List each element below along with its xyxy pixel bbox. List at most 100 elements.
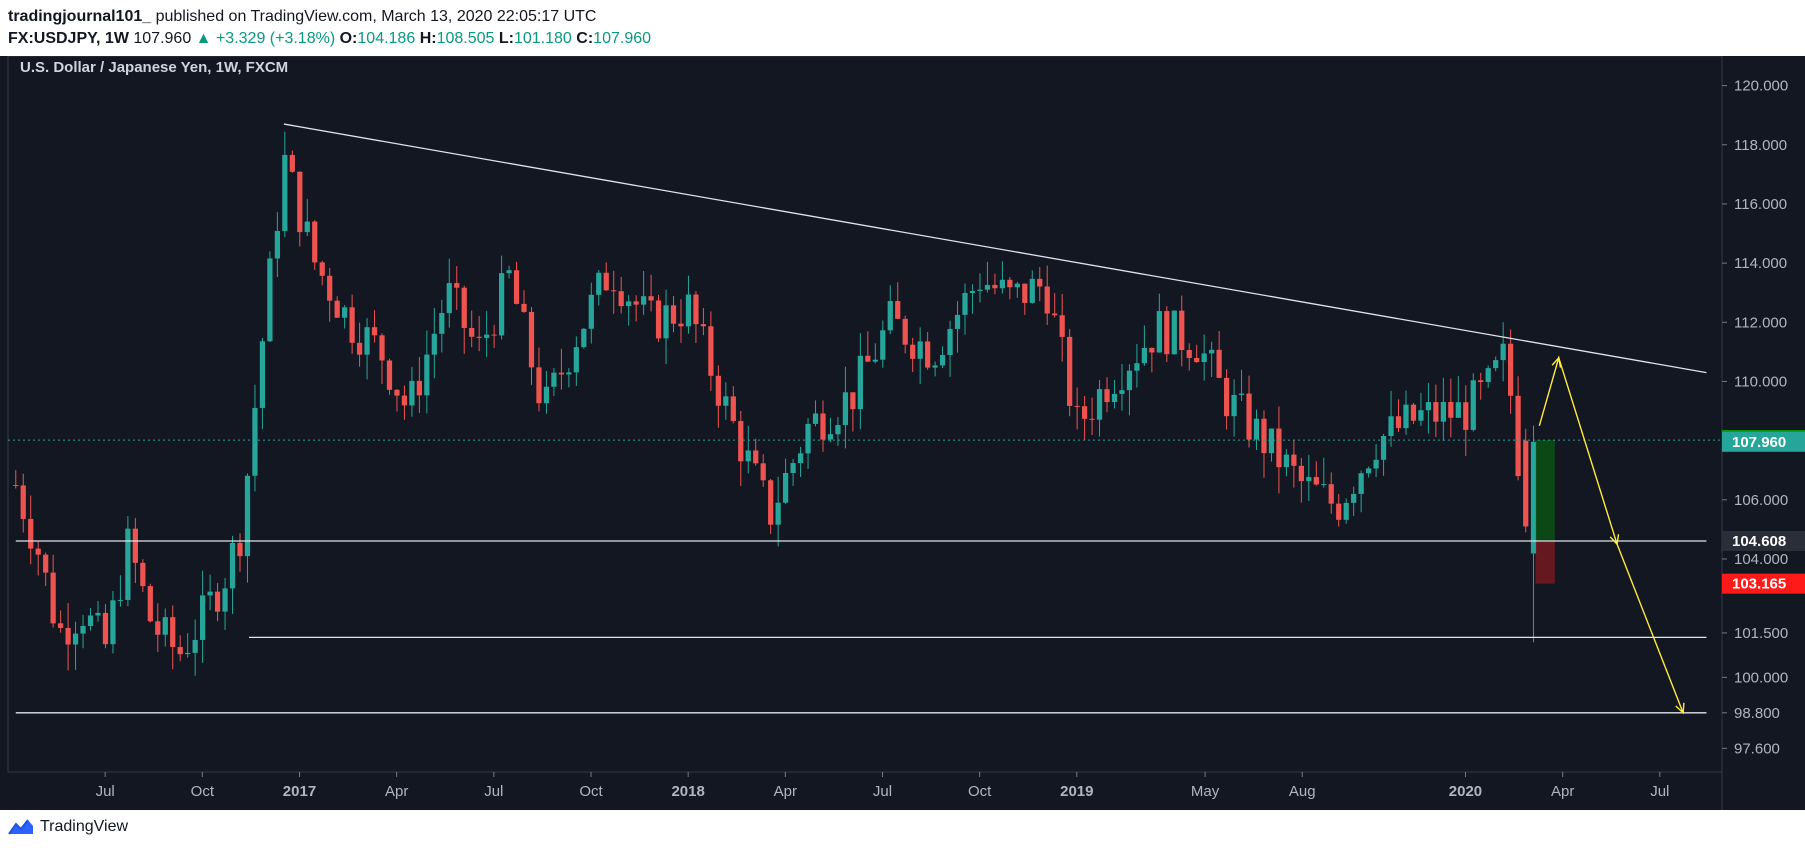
y-tick-label: 110.000 — [1734, 373, 1787, 390]
candle-body — [805, 423, 811, 454]
candle-body — [1515, 395, 1521, 477]
candle-body — [1223, 377, 1230, 417]
candle-body — [596, 272, 602, 295]
candle-body — [1074, 405, 1080, 407]
x-tick-label: 2019 — [1060, 783, 1093, 800]
trendline[interactable] — [283, 123, 1707, 374]
candle-body — [394, 389, 400, 396]
candle-body — [356, 342, 363, 355]
candle-body — [454, 283, 460, 288]
candle-body — [513, 270, 520, 304]
candle-body — [1508, 343, 1514, 396]
x-tick-label: 2017 — [283, 783, 316, 800]
candle-body — [1007, 279, 1013, 288]
candle-body — [364, 327, 370, 355]
candle-body — [1246, 393, 1252, 440]
candle-body — [984, 284, 991, 290]
projection-path[interactable] — [1538, 355, 1684, 714]
candle-body — [835, 425, 841, 435]
candle-body — [200, 595, 206, 640]
candle-body — [1111, 393, 1118, 403]
candle-body — [566, 372, 572, 375]
candle-body — [1216, 349, 1222, 378]
candle-body — [177, 647, 183, 655]
x-tick-label: Oct — [191, 783, 215, 800]
candle-body — [1433, 402, 1439, 422]
y-tick-label: 100.000 — [1734, 669, 1788, 686]
candle-body — [446, 283, 452, 314]
candle-body — [812, 413, 819, 424]
candle-body — [947, 328, 953, 356]
candle-body — [775, 502, 781, 525]
candle-body — [1253, 418, 1260, 440]
candle-body — [1463, 402, 1469, 430]
y-tick-label: 97.600 — [1734, 740, 1780, 757]
candle-body — [588, 294, 594, 329]
candle-body — [282, 154, 288, 231]
candle-body — [13, 485, 19, 487]
footer: TradingView — [8, 818, 128, 836]
candle-body — [439, 313, 445, 334]
candle-body — [1052, 313, 1058, 316]
candle-body — [1104, 389, 1110, 403]
candle-body — [700, 324, 707, 327]
author-name[interactable]: tradingjournal101_ — [8, 8, 152, 25]
candle-body — [289, 154, 295, 172]
x-tick-label: Jul — [873, 783, 892, 800]
candle-body — [1343, 502, 1349, 520]
x-tick-label: Jul — [1650, 783, 1669, 800]
candle-body — [655, 300, 662, 339]
candle-body — [1081, 406, 1088, 419]
time-axis[interactable]: Jul Oct 2017 Apr Jul Oct 2018 Apr Jul Oct 2019 May A… — [96, 772, 1670, 800]
candle-body — [1201, 353, 1207, 363]
candle-body — [1313, 477, 1319, 485]
tradingview-logo-icon[interactable] — [8, 818, 34, 836]
price-label: 104.608 — [1732, 533, 1786, 550]
price-label: 103.165 — [1732, 576, 1786, 593]
candle-body — [1261, 418, 1267, 454]
candle-body — [506, 270, 512, 274]
candles — [13, 131, 1537, 676]
candle-body — [670, 305, 677, 324]
candle-body — [1336, 503, 1342, 520]
x-tick-label: Aug — [1289, 783, 1316, 800]
candle-body — [730, 396, 736, 422]
candle-body — [1067, 336, 1073, 406]
candle-body — [1149, 347, 1155, 353]
candle-body — [1276, 428, 1282, 468]
x-tick-label: May — [1191, 783, 1220, 800]
candle-body — [1283, 454, 1290, 468]
x-tick-label: Oct — [968, 783, 992, 800]
price-label-box — [1722, 530, 1805, 551]
ohlc-line: FX:USDJPY, 1W 107.960 ▲ +3.329 (+3.18%) … — [8, 28, 651, 50]
candle-body — [1171, 310, 1177, 355]
candle-body — [1425, 402, 1432, 411]
tradingview-brand[interactable]: TradingView — [40, 818, 129, 835]
candle-body — [334, 300, 340, 318]
candle-body — [1523, 440, 1529, 527]
candle-body — [1485, 368, 1491, 383]
candle-body — [1306, 477, 1312, 482]
candle-body — [1298, 465, 1304, 482]
candle-body — [185, 652, 191, 655]
candle-body — [1037, 278, 1043, 287]
candle-body — [409, 380, 415, 406]
publish-line: tradingjournal101_ published on TradingV… — [8, 6, 651, 28]
candle-body — [932, 365, 938, 368]
high-value: 108.505 — [436, 30, 495, 47]
candle-body — [1493, 360, 1499, 369]
candle-body — [1321, 484, 1327, 486]
candle-body — [626, 301, 632, 307]
candle-body — [633, 301, 639, 305]
candle-body — [469, 327, 475, 337]
candle-body — [222, 588, 228, 612]
candle-body — [1268, 428, 1275, 454]
candle-body — [58, 623, 64, 628]
candle-body — [132, 528, 138, 563]
candle-body — [1194, 357, 1200, 363]
price-chart[interactable]: 120.000 118.000 116.000 114.000 112.000 110.0… — [0, 56, 1805, 810]
candle-body — [1156, 311, 1162, 353]
price-axis[interactable]: 120.000 118.000 116.000 114.000 112.000 110.0… — [1722, 78, 1805, 758]
candle-body — [603, 272, 609, 291]
candle-body — [820, 413, 826, 440]
